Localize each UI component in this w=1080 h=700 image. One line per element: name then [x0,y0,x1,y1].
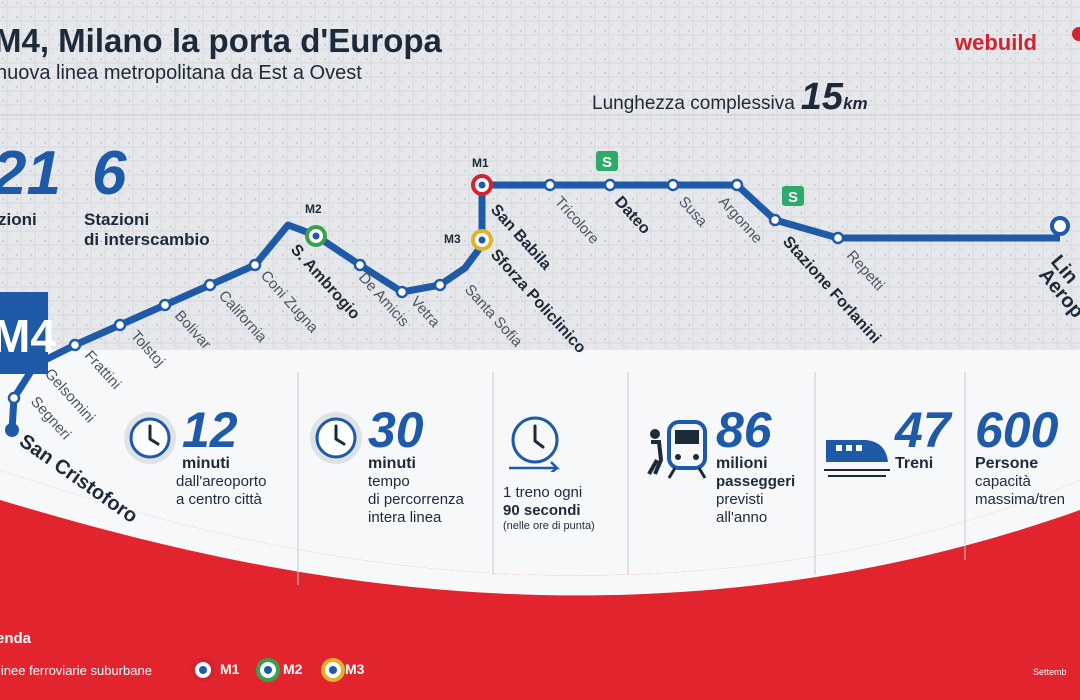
station-stop-marker [730,178,744,192]
stat-dividers [297,372,966,585]
stat-desc: intera linea [368,509,442,526]
stat-desc-bold: 90 secondi [503,502,581,519]
station-stop-marker [666,178,680,192]
suburban-badge-forlanini-label: S [788,189,798,206]
m1-tag: M1 [472,156,489,170]
length-value: 15 [800,76,844,118]
clock-icon [124,412,176,464]
page-title: M4, Milano la porta d'Europa [0,22,442,59]
page-subtitle: nuova linea metropolitana da Est a Ovest [0,62,362,84]
stat-value: 12 [182,402,238,458]
legend-suburban-label: linee ferroviarie suburbane [0,663,152,678]
stat-unit: minuti [182,455,230,472]
stations-count: 21 [0,139,61,208]
station-stop-marker [158,298,172,312]
m2-tag: M2 [305,202,322,216]
stat-line-time: 30 minuti tempo di percorrenza intera li… [368,405,464,527]
stat-unit: Persone [975,455,1039,472]
m3-interchange-dot [478,236,486,244]
total-length: Lunghezza complessiva 15km [592,76,868,119]
suburban-badge-dateo [596,151,618,171]
station-stop-marker [248,258,262,272]
webuild-logo-mark [1072,27,1080,41]
m4-badge [0,292,48,374]
station-stop-marker [203,278,217,292]
stat-desc: 1 treno ogni [503,484,583,501]
station-stop-marker [113,318,127,332]
stat-value: 47 [895,402,951,458]
interchange-label-1: Stazioni [84,210,150,229]
stat-value: 30 [368,402,424,458]
stat-trains: 47 Treni [895,405,951,473]
length-unit: km [843,94,868,113]
stat-desc: tempo [368,473,410,490]
station-stop-marker [353,258,367,272]
station-stop-marker [768,213,782,227]
legend-m3-label: M3 [345,661,365,677]
stations-label: zioni [0,210,37,229]
m4-route [8,181,1060,431]
white-wave [0,470,1080,596]
m3-tag: M3 [444,232,461,246]
clock-icon [310,412,362,464]
station-stop-marker [543,178,557,192]
station-stop-marker [603,178,617,192]
stat-desc: passeggeri [716,473,796,490]
high-speed-train-icon [824,440,890,477]
stat-airport-time: 12 minuti dall'areoporto a centro città [176,402,266,509]
stat-unit: minuti [368,455,416,472]
station-stop-marker [68,338,82,352]
station-stop-marker [7,391,21,405]
stat-frequency: 1 treno ogni 90 secondi (nelle ore di pu… [503,484,595,532]
stat-capacity: 600 Persone capacità massima/tren [975,405,1065,509]
stat-desc: all'anno [716,509,768,526]
stat-value: 600 [975,402,1059,458]
station-stop-marker [831,231,845,245]
length-label: Lunghezza complessiva [592,93,795,114]
footer-date: Settemb [1033,667,1067,677]
legend-title: enda [0,630,32,647]
stat-value: 86 [716,402,772,458]
interchange-count: 6 [92,139,127,208]
stat-desc: previsti [716,491,764,508]
webuild-logo: webuild [955,30,1037,55]
suburban-badge-dateo-label: S [602,154,612,171]
stat-desc: dall'areoporto [176,473,267,490]
stat-passengers: 86 milioni passeggeri previsti all'anno [716,405,795,527]
stat-desc: capacità [975,473,1031,490]
legend-markers [191,658,345,682]
interchange-label-2: di interscambio [84,230,210,249]
east-terminal-marker [1050,216,1070,236]
passenger-train-icon [647,420,707,479]
stat-note: (nelle ore di punta) [503,520,595,532]
clock-arrow-icon [509,416,561,472]
stat-unit: Treni [895,455,934,472]
stat-desc: massima/tren [975,491,1066,508]
station-stops [7,178,845,405]
west-terminal-marker [5,423,19,437]
stat-unit: milioni [716,455,768,472]
m1-interchange-dot [478,181,486,189]
legend-m2-label: M2 [283,661,303,677]
station-stop-marker [395,285,409,299]
m4-badge-label: M4 [0,310,56,362]
suburban-badge-forlanini [782,186,804,206]
stat-desc: di percorrenza [368,491,464,508]
stat-desc: a centro città [176,491,262,508]
m2-interchange-dot [312,232,320,240]
station-stop-marker [433,278,447,292]
legend-m1-label: M1 [220,661,240,677]
